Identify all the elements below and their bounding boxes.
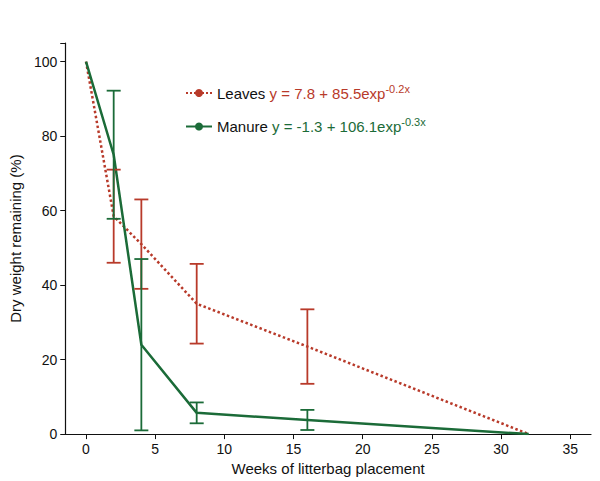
- svg-text:y = 7.8 + 85.5exp: y = 7.8 + 85.5exp: [270, 85, 386, 102]
- svg-text:5: 5: [151, 441, 159, 457]
- svg-text:15: 15: [286, 441, 302, 457]
- svg-text:10: 10: [217, 441, 233, 457]
- svg-text:30: 30: [493, 441, 509, 457]
- svg-text:Manure: Manure: [217, 118, 268, 135]
- svg-text:25: 25: [424, 441, 440, 457]
- svg-text:60: 60: [42, 203, 58, 219]
- svg-text:35: 35: [562, 441, 578, 457]
- svg-text:-0.2x: -0.2x: [385, 83, 410, 95]
- svg-text:Dry weight remaining (%): Dry weight remaining (%): [7, 154, 24, 322]
- svg-text:0: 0: [82, 441, 90, 457]
- svg-text:-0.3x: -0.3x: [401, 116, 426, 128]
- svg-text:Weeks of litterbag placement: Weeks of litterbag placement: [232, 460, 426, 477]
- svg-text:40: 40: [42, 277, 58, 293]
- svg-text:100: 100: [34, 54, 58, 70]
- svg-text:20: 20: [42, 352, 58, 368]
- svg-text:0: 0: [49, 426, 57, 442]
- svg-text:20: 20: [355, 441, 371, 457]
- svg-text:y = -1.3 + 106.1exp: y = -1.3 + 106.1exp: [272, 118, 401, 135]
- svg-text:80: 80: [42, 128, 58, 144]
- svg-text:Leaves: Leaves: [217, 85, 265, 102]
